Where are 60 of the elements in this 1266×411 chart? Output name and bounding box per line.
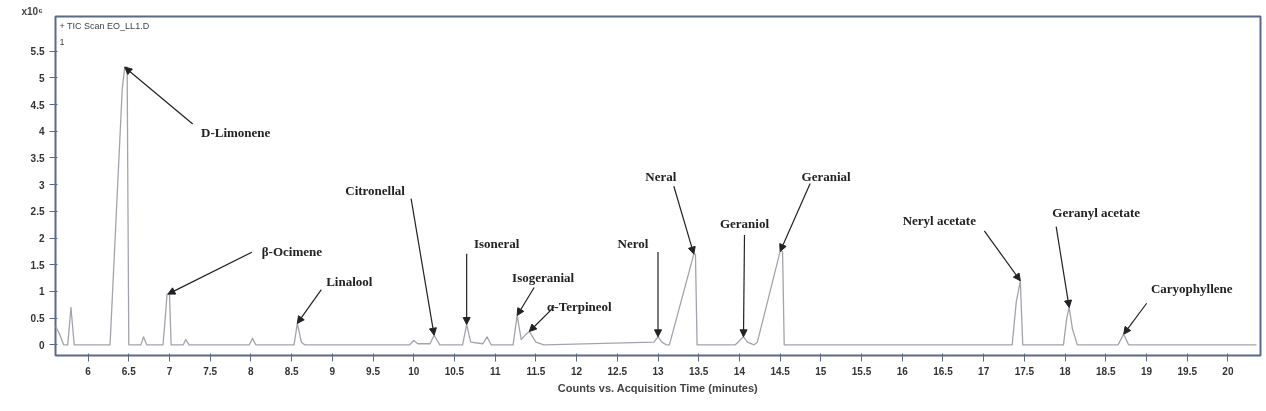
x-tick-label: 10.5 — [444, 365, 465, 377]
x-tick-label: 18.5 — [1096, 365, 1116, 377]
x-tick-label: 6 — [85, 365, 92, 377]
annotation: Neral — [645, 168, 677, 184]
line-series — [55, 66, 1258, 346]
annotation: Linalool — [326, 274, 373, 290]
annotation: Nerol — [617, 235, 649, 251]
x-tick-label: 11.5 — [526, 365, 546, 377]
annotation: β-Ocimene — [261, 243, 323, 259]
x-tick-label: 13 — [652, 365, 664, 377]
x-tick-label: 16.5 — [933, 365, 954, 377]
y-tick-label: 2 — [38, 233, 45, 245]
y-tick-label: 5 — [38, 72, 45, 84]
x-tick-label: 15 — [815, 365, 827, 377]
x-tick-label: 11 — [489, 365, 501, 377]
annotation: Caryophyllene — [1150, 280, 1233, 296]
annotation: Citronellal — [345, 183, 406, 199]
annotation: Neryl acetate — [902, 213, 977, 229]
x-tick-label: 20 — [1222, 365, 1234, 377]
x-tick-label: 19.5 — [1177, 365, 1198, 377]
y-tick-label: 1 — [38, 286, 45, 298]
x-tick-label: 16 — [896, 365, 909, 377]
y-tick-label: 4.5 — [30, 99, 45, 111]
y-axis-title: x10⁶ — [21, 5, 43, 17]
y-tick-label: 3 — [38, 179, 45, 191]
y-tick-label: 1.5 — [30, 259, 45, 271]
y-tick-label: 2.5 — [30, 206, 45, 218]
y-tick-label: 0 — [38, 339, 45, 351]
x-tick-label: 14 — [733, 365, 746, 377]
x-tick-label: 18 — [1059, 365, 1072, 377]
x-tick-label: 17 — [978, 365, 990, 377]
x-tick-label: 10 — [408, 365, 420, 377]
x-axis-title: Counts vs. Acquisition Time (minutes) — [557, 381, 759, 394]
x-tick-label: 8.5 — [284, 365, 299, 377]
annotation: Geranyl acetate — [1052, 205, 1141, 221]
x-tick-label: 12 — [571, 365, 583, 377]
x-tick-label: 17.5 — [1014, 365, 1035, 377]
x-tick-label: 13.5 — [688, 365, 709, 377]
y-tick-label: 3.5 — [30, 152, 45, 164]
x-tick-label: 9 — [329, 365, 336, 377]
annotation: Geraniol — [719, 215, 770, 231]
annotation: Geranial — [801, 169, 852, 185]
x-tick-label: 12.5 — [607, 365, 628, 377]
annotation: D-Limonene — [201, 124, 271, 140]
y-tick-label: 5.5 — [30, 46, 45, 58]
x-tick-label: 7.5 — [203, 365, 218, 377]
x-tick-label: 19 — [1140, 365, 1153, 377]
x-tick-label: 9.5 — [366, 365, 381, 377]
x-tick-label: 6.5 — [121, 365, 137, 377]
annotation: + TIC Scan EO_LL1.D — [59, 20, 150, 31]
annotation: Isogeranial — [512, 270, 575, 286]
x-tick-label: 14.5 — [770, 365, 791, 377]
y-tick-label: 4 — [38, 126, 45, 138]
y-tick-label: 0.5 — [30, 313, 45, 325]
annotation: α-Terpineol — [547, 299, 613, 315]
annotation: 1 — [59, 36, 65, 47]
x-tick-label: 15.5 — [851, 365, 872, 377]
annotation: Isoneral — [473, 236, 520, 252]
x-tick-label: 8 — [248, 365, 255, 377]
x-tick-label: 7 — [166, 365, 173, 377]
